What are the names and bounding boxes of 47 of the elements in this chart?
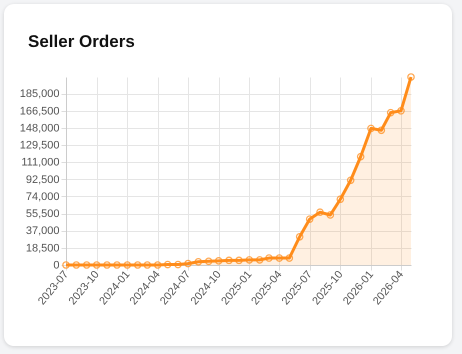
- point: [204, 257, 212, 266]
- point: [72, 261, 80, 269]
- point: [256, 256, 264, 264]
- y-tick-label: 185,000: [20, 88, 60, 100]
- point: [378, 126, 386, 134]
- y-tick-label: 148,000: [20, 122, 60, 134]
- point: [103, 261, 111, 269]
- point: [214, 257, 222, 265]
- y-tick-label: 55,500: [26, 208, 60, 220]
- point: [296, 232, 304, 241]
- point: [225, 256, 233, 264]
- point: [124, 261, 132, 269]
- point: [326, 211, 334, 219]
- point: [113, 261, 121, 269]
- point: [235, 256, 243, 264]
- y-tick-label: 166,500: [20, 105, 60, 118]
- point: [184, 260, 192, 268]
- y-tick-label: 37,000: [26, 225, 60, 238]
- point: [306, 215, 314, 223]
- y-tick-label: 18,500: [26, 242, 60, 254]
- y-tick-label: 129,500: [20, 140, 60, 152]
- point: [367, 124, 375, 132]
- point: [336, 195, 344, 204]
- point: [397, 106, 405, 115]
- point: [316, 208, 324, 216]
- point: [144, 261, 152, 269]
- point: [164, 260, 172, 268]
- y-tick-label: 111,000: [21, 156, 60, 169]
- point: [174, 260, 182, 268]
- point: [62, 261, 70, 269]
- point: [265, 254, 273, 262]
- point: [82, 261, 90, 269]
- point: [346, 176, 354, 184]
- point: [276, 254, 284, 262]
- point: [246, 256, 254, 264]
- point: [386, 108, 394, 116]
- point: [134, 261, 142, 269]
- point: [92, 261, 100, 269]
- point: [194, 258, 202, 266]
- point: [154, 261, 162, 269]
- y-tick-label: 92,500: [26, 174, 60, 186]
- y-tick-label: 0: [53, 260, 60, 272]
- y-tick-label: 74,000: [26, 190, 60, 203]
- chart-title: Seller Orders: [28, 32, 135, 52]
- point: [407, 73, 415, 81]
- point: [356, 152, 364, 160]
- point: [286, 254, 294, 262]
